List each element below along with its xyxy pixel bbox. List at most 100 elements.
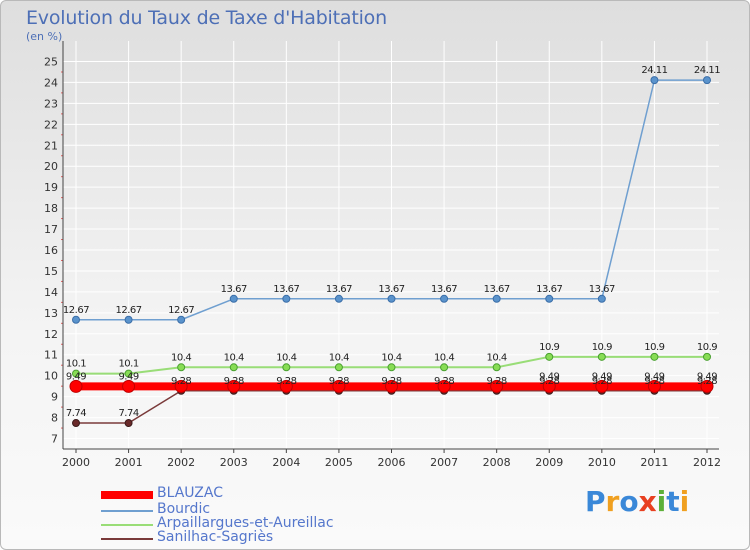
data-point-blauzac — [490, 379, 504, 393]
y-tick-label: 22 — [44, 118, 58, 131]
data-point-blauzac — [595, 379, 609, 393]
series-bourdic — [72, 76, 711, 324]
data-label-arpaillargues: 10.4 — [224, 352, 244, 363]
data-point-arpaillargues — [440, 363, 449, 372]
data-point-blauzac — [69, 379, 83, 393]
data-label-bourdic: 12.67 — [116, 305, 142, 316]
data-label-blauzac: 9.49 — [592, 371, 612, 382]
data-point-arpaillargues — [124, 369, 133, 378]
data-point-blauzac — [542, 379, 556, 393]
data-label-blauzac: 9.49 — [66, 371, 86, 382]
data-point-arpaillargues — [597, 352, 606, 361]
y-tick-label: 23 — [44, 97, 58, 110]
data-label-bourdic: 13.67 — [378, 284, 404, 295]
logo-letter: r — [605, 485, 620, 518]
legend-label-arpaillargues: Arpaillargues-et-Aureillac — [157, 515, 334, 531]
data-label-sanilhac: 9.28 — [592, 376, 612, 387]
data-point-arpaillargues — [229, 363, 238, 372]
data-label-sanilhac: 9.28 — [487, 376, 507, 387]
data-label-arpaillargues: 10.9 — [644, 342, 664, 353]
data-point-arpaillargues — [545, 352, 554, 361]
data-label-arpaillargues: 10.9 — [697, 342, 717, 353]
data-label-blauzac: 9.49 — [118, 371, 138, 382]
y-tick-label: 15 — [44, 265, 58, 278]
data-point-sanilhac — [72, 419, 80, 428]
legend-swatch-arpaillargues — [101, 524, 153, 526]
logo-letter: i — [679, 485, 690, 518]
series-arpaillargues — [72, 352, 711, 378]
y-tick-label: 13 — [44, 307, 58, 320]
y-tick-label: 14 — [44, 286, 58, 299]
data-point-arpaillargues — [334, 363, 343, 372]
x-tick-label: 2005 — [325, 456, 353, 469]
data-point-arpaillargues — [387, 363, 396, 372]
y-tick-label: 12 — [44, 328, 58, 341]
y-tick-label: 16 — [44, 244, 58, 257]
y-tick-label: 7 — [51, 433, 58, 446]
data-label-arpaillargues: 10.4 — [381, 352, 401, 363]
y-tick-label: 9 — [51, 391, 58, 404]
logo-letter: i — [656, 485, 667, 518]
data-label-bourdic: 13.67 — [273, 284, 299, 295]
data-label-bourdic: 13.67 — [326, 284, 352, 295]
data-point-arpaillargues — [72, 369, 80, 378]
y-tick-label: 8 — [51, 412, 58, 425]
data-label-blauzac: 9.49 — [539, 371, 559, 382]
data-label-arpaillargues: 10.4 — [329, 352, 349, 363]
data-label-sanilhac: 9.28 — [434, 376, 454, 387]
data-label-bourdic: 12.67 — [63, 305, 89, 316]
data-label-arpaillargues: 10.9 — [539, 342, 559, 353]
data-label-bourdic: 13.67 — [431, 284, 457, 295]
x-tick-label: 2003 — [220, 456, 248, 469]
data-point-arpaillargues — [703, 352, 711, 361]
x-tick-label: 2008 — [483, 456, 511, 469]
data-label-bourdic: 24.11 — [641, 65, 667, 76]
y-tick-label: 20 — [44, 160, 58, 173]
data-point-bourdic — [545, 294, 554, 303]
y-tick-label: 25 — [44, 55, 58, 68]
data-label-bourdic: 13.67 — [221, 284, 247, 295]
data-point-bourdic — [703, 76, 711, 85]
legend-swatch-blauzac — [101, 491, 153, 499]
data-point-bourdic — [597, 294, 606, 303]
data-label-bourdic: 13.67 — [484, 284, 510, 295]
x-tick-label: 2012 — [693, 456, 721, 469]
data-label-sanilhac: 9.28 — [381, 376, 401, 387]
data-label-arpaillargues: 10.4 — [171, 352, 191, 363]
data-label-arpaillargues: 10.1 — [66, 359, 86, 370]
data-label-sanilhac: 7.74 — [66, 408, 86, 419]
legend-label-bourdic: Bourdic — [157, 501, 211, 517]
data-point-blauzac — [332, 379, 346, 393]
x-tick-label: 2010 — [588, 456, 616, 469]
logo-letter: t — [666, 485, 680, 518]
y-tick-label: 10 — [44, 370, 58, 383]
data-point-arpaillargues — [492, 363, 501, 372]
data-label-bourdic: 24.11 — [694, 65, 720, 76]
data-point-blauzac — [700, 379, 714, 393]
y-tick-label: 21 — [44, 139, 58, 152]
data-point-bourdic — [124, 315, 133, 324]
legend-swatch-sanilhac — [101, 538, 153, 540]
x-tick-label: 2011 — [640, 456, 668, 469]
series-blauzac — [69, 379, 714, 393]
data-point-sanilhac — [124, 419, 133, 428]
data-point-arpaillargues — [282, 363, 291, 372]
logo-letter: o — [619, 485, 639, 518]
data-label-bourdic: 12.67 — [168, 305, 194, 316]
data-label-sanilhac: 9.28 — [224, 376, 244, 387]
data-point-bourdic — [334, 294, 343, 303]
data-label-bourdic: 13.67 — [589, 284, 615, 295]
data-point-blauzac — [122, 379, 136, 393]
data-label-arpaillargues: 10.1 — [118, 359, 138, 370]
legend-swatch-bourdic — [101, 510, 153, 512]
data-label-arpaillargues: 10.9 — [592, 342, 612, 353]
data-point-blauzac — [437, 379, 451, 393]
data-point-bourdic — [492, 294, 501, 303]
x-tick-label: 2007 — [430, 456, 458, 469]
proxiti-logo: Proxiti — [585, 485, 689, 518]
data-point-blauzac — [279, 379, 293, 393]
data-point-blauzac — [174, 379, 188, 393]
data-label-blauzac: 9.49 — [644, 371, 664, 382]
